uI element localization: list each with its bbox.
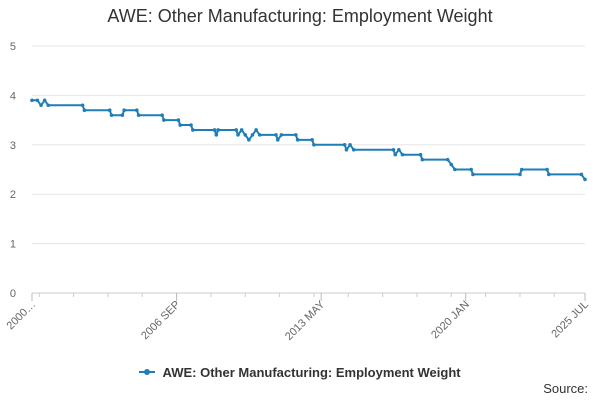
data-point [42,98,47,103]
data-point [397,147,401,152]
y-tick-label: 1 [10,239,16,251]
data-point [107,108,112,113]
data-point [545,167,549,172]
data-point [445,157,450,162]
data-point [420,157,425,162]
x-tick-label: 2006 SEP [139,299,183,343]
data-point [178,123,182,127]
data-point [449,162,454,167]
legend[interactable]: AWE: Other Manufacturing: Employment Wei… [0,365,600,380]
data-point [351,147,356,152]
x-tick-label: 2025 JUL [549,299,591,341]
data-point [135,108,139,113]
data-point [35,98,40,103]
data-point [348,143,352,147]
data-point [80,103,85,108]
data-point [239,128,244,132]
data-point [136,113,141,117]
data-point [547,172,551,177]
data-point [471,172,475,177]
x-tick-label: 2013 MAY [283,298,328,343]
y-tick-label: 0 [10,288,16,300]
data-point [109,113,114,117]
data-point [234,128,239,132]
data-point [243,133,248,137]
data-point [122,108,126,113]
data-point [250,133,255,137]
data-point [82,108,87,113]
data-point [191,128,195,132]
chart-title: AWE: Other Manufacturing: Employment Wei… [107,6,493,26]
data-point [579,172,584,177]
data-point [393,152,398,157]
data-point [400,152,405,157]
data-point [418,152,423,157]
data-point [216,128,220,132]
source-label: Source: [543,381,588,396]
legend-label: AWE: Other Manufacturing: Employment Wei… [162,365,461,380]
data-point [236,133,240,137]
data-point [176,118,181,122]
data-point [391,147,396,152]
data-point [342,143,347,147]
data-point [160,113,164,117]
data-point [214,133,219,137]
data-point [275,138,280,142]
data-point [310,138,314,142]
data-point [189,123,193,127]
data-point [254,128,258,132]
y-tick-label: 2 [10,189,16,201]
data-point [295,138,300,142]
x-tick-label: 2000… [5,299,39,333]
x-tick-label: 2020 JAN [429,299,472,342]
series-layer [30,98,587,182]
data-point [279,133,284,137]
data-point [453,167,457,172]
data-point [312,143,316,147]
series-line-0 [32,99,586,180]
data-point [519,167,524,172]
gridlines [32,45,585,294]
data-point [469,167,473,172]
axes: 0 1 2 3 4 5 2000… 2006 SEP 2013 MAY 2020 JAN 2025 … [5,41,592,343]
data-point [257,133,262,137]
y-tick-label: 4 [10,90,16,102]
data-point [344,147,349,152]
data-point [162,118,166,122]
y-tick-label: 3 [10,140,16,152]
data-point [274,133,278,137]
y-tick-label: 5 [10,41,16,53]
data-point [212,128,217,132]
data-point [120,113,125,117]
data-point [518,172,522,177]
data-point [583,177,587,182]
data-point [30,98,34,103]
legend-swatch [139,368,156,375]
data-point [294,133,298,137]
data-point [39,103,43,108]
data-point [247,138,251,142]
data-point [46,103,51,108]
